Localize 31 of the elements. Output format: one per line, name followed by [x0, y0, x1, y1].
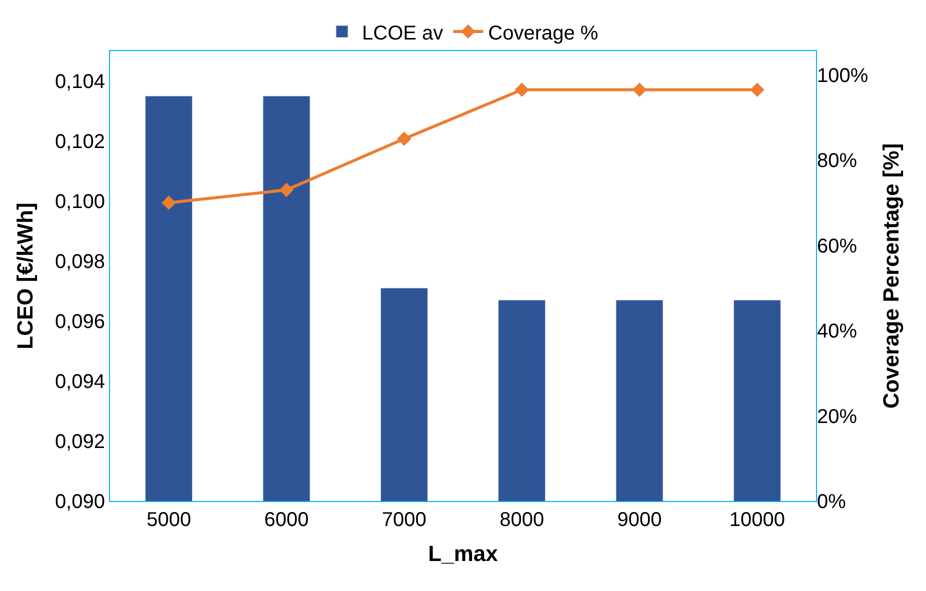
y-tick-label: 0,100: [54, 191, 105, 213]
point: [750, 82, 764, 97]
y-tick-label: 0,092: [54, 431, 105, 453]
y-tick-label: 0,102: [54, 131, 105, 153]
point: [397, 132, 412, 146]
y-tick-label: 0,090: [54, 491, 105, 513]
y-axis-title: LCEO [€/kWh]: [12, 202, 38, 350]
x-tick-label: 10000: [729, 509, 785, 531]
legend-label: Coverage %: [488, 22, 598, 44]
x-tick-label: 6000: [264, 509, 309, 531]
point: [632, 82, 647, 97]
y-tick-label: 0,098: [54, 251, 105, 273]
y-tick-label: 0,094: [54, 371, 105, 393]
point: [514, 82, 529, 97]
x-axis-title: L_max: [428, 540, 499, 566]
y-tick-label: 0,104: [54, 71, 105, 93]
x-tick-label: 9000: [617, 509, 662, 531]
x-tick-label: 7000: [382, 509, 426, 531]
y2-tick-label: 60%: [817, 235, 858, 258]
legend-label: LCOE av: [362, 22, 444, 44]
point: [162, 196, 176, 210]
point: [279, 182, 294, 198]
y2-tick-label: 100%: [817, 64, 868, 87]
y2-tick-label: 80%: [817, 150, 858, 172]
y2-tick-label: 20%: [817, 406, 858, 428]
x-tick-label: 8000: [500, 509, 544, 531]
y-tick-label: 0,096: [54, 311, 105, 333]
y2-axis-title: Coverage Percentage [%]: [878, 143, 904, 409]
y2-tick-label: 0%: [817, 491, 846, 513]
x-tick-label: 5000: [146, 509, 192, 531]
y2-tick-label: 40%: [817, 320, 858, 343]
